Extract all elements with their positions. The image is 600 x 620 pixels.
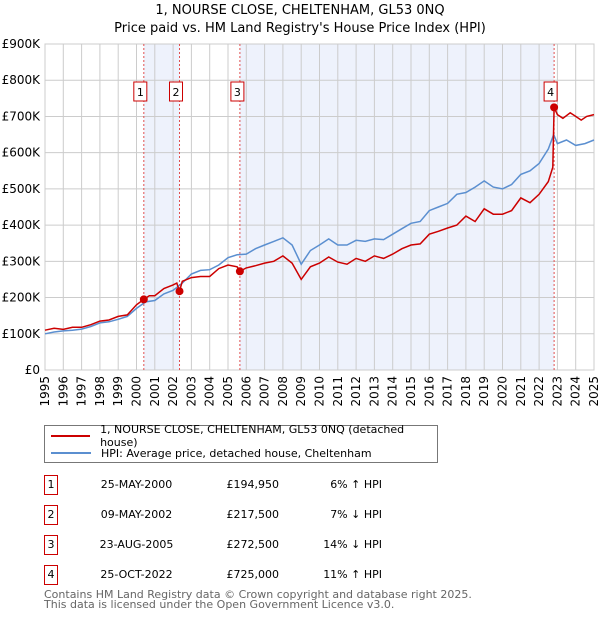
legend: 1, NOURSE CLOSE, CHELTENHAM, GL53 0NQ (d… [44,423,438,463]
sale-label-4: 4 [543,81,558,102]
y-tick-label: £300K [2,254,42,268]
x-tick-label: 2024 [569,376,583,407]
legend-swatch-blue [51,452,91,454]
x-tick-label: 2012 [349,376,363,407]
sale-label-number: 3 [234,86,241,99]
legend-label: 1, NOURSE CLOSE, CHELTENHAM, GL53 0NQ (d… [100,423,405,449]
x-tick-label: 2003 [184,376,198,407]
x-tick-label: 2008 [276,376,290,407]
price: £725,000 [226,568,280,581]
x-tick-label: 1995 [38,376,52,407]
price-chart: 1995 1996 1997 1998 1999 2000 2001 2002 2003 2004… [2,37,600,407]
transaction-row: 2 09-MAY-2002 £217,500 7% ↓ HPI [44,505,464,525]
sale-point [139,295,148,304]
transaction-row: 4 25-OCT-2022 £725,000 11% ↑ HPI [44,565,464,585]
legend-label: HPI: Average price, detached house, Chel… [101,446,372,460]
marker-badge: 3 [44,535,58,555]
x-tick-label: 1996 [56,376,70,407]
sale-point [550,103,559,112]
chart-title: 1, NOURSE CLOSE, CHELTENHAM, GL53 0NQ [155,3,445,18]
x-tick-label: 2021 [514,376,528,407]
transaction-row: 3 23-AUG-2005 £272,500 14% ↓ HPI [44,535,464,555]
marker-badge: 1 [44,475,58,495]
plot-border [44,43,595,371]
hpi-diff: 6% ↑ HPI [330,478,382,491]
legend-item-property: 1, NOURSE CLOSE, CHELTENHAM, GL53 0NQ (d… [51,423,437,449]
x-tick-label: 2010 [313,376,327,407]
x-tick-label: 2004 [203,376,217,407]
x-tick-label: 2006 [239,376,253,407]
x-tick-label: 2020 [496,376,510,407]
x-tick-label: 1997 [75,376,89,407]
y-tick-label: £500K [2,182,42,196]
footer: Contains HM Land Registry data © Crown c… [44,588,472,611]
x-tick-label: 1999 [111,376,125,407]
x-tick-label: 1998 [93,376,107,407]
hpi-diff: 14% ↓ HPI [323,538,382,551]
licence-text: This data is licensed under the Open Gov… [44,598,395,611]
sale-label-box [169,81,184,102]
sale-label-number: 1 [137,86,144,99]
sale-label-box [133,81,148,102]
x-tick-label: 2016 [422,376,436,407]
x-tick-label: 2017 [441,376,455,407]
x-tick-label: 2001 [148,376,162,407]
y-tick-label: £900K [2,37,42,51]
x-tick-label: 2025 [587,376,600,407]
marker-badge: 2 [44,505,58,525]
sale-label-2: 2 [169,81,184,102]
sale-label-3: 3 [230,81,245,102]
shaded-region [239,44,555,370]
price: £194,950 [226,478,280,491]
sale-label-box [543,81,558,102]
x-tick-label: 2002 [166,376,180,407]
x-tick-label: 2011 [331,376,345,407]
hpi-diff: 11% ↑ HPI [323,568,382,581]
sale-label-number: 2 [173,86,180,99]
sale-point [235,267,244,276]
price: £272,500 [226,538,280,551]
date: 25-OCT-2022 [100,568,173,581]
chart-subtitle: Price paid vs. HM Land Registry's House … [114,21,486,36]
price: £217,500 [226,508,280,521]
y-tick-label: £800K [2,73,42,87]
sale-point [175,287,184,296]
x-tick-label: 2023 [550,376,564,407]
date: 25-MAY-2000 [100,478,173,491]
y-tick-label: £0 [25,363,40,377]
marker-badge: 4 [44,565,58,585]
copyright-text: Contains HM Land Registry data © Crown c… [44,588,472,601]
sale-label-number: 4 [547,86,554,99]
y-tick-label: £600K [2,146,42,160]
x-tick-label: 2015 [404,376,418,407]
y-tick-label: £100K [2,327,42,341]
sale-label-1: 1 [133,81,148,102]
x-tick-label: 2007 [258,376,272,407]
legend-swatch-red [51,435,91,437]
x-tick-label: 2019 [477,376,491,407]
legend-item-hpi: HPI: Average price, detached house, Chel… [51,445,372,461]
series-line-hpi [44,132,595,335]
x-tick-label: 2022 [532,376,546,407]
x-tick-label: 2005 [221,376,235,407]
y-tick-label: £400K [2,218,42,232]
y-tick-label: £700K [2,109,42,123]
x-tick-label: 2014 [386,376,400,407]
sale-label-box [230,81,245,102]
hpi-diff: 7% ↓ HPI [330,508,382,521]
date: 23-AUG-2005 [99,538,174,551]
x-tick-label: 2000 [130,376,144,407]
transaction-row: 1 25-MAY-2000 £194,950 6% ↑ HPI [44,475,464,495]
x-tick-label: 2009 [294,376,308,407]
x-tick-label: 2013 [367,376,381,407]
x-tick-label: 2018 [459,376,473,407]
date: 09-MAY-2002 [100,508,173,521]
y-tick-label: £200K [2,291,42,305]
